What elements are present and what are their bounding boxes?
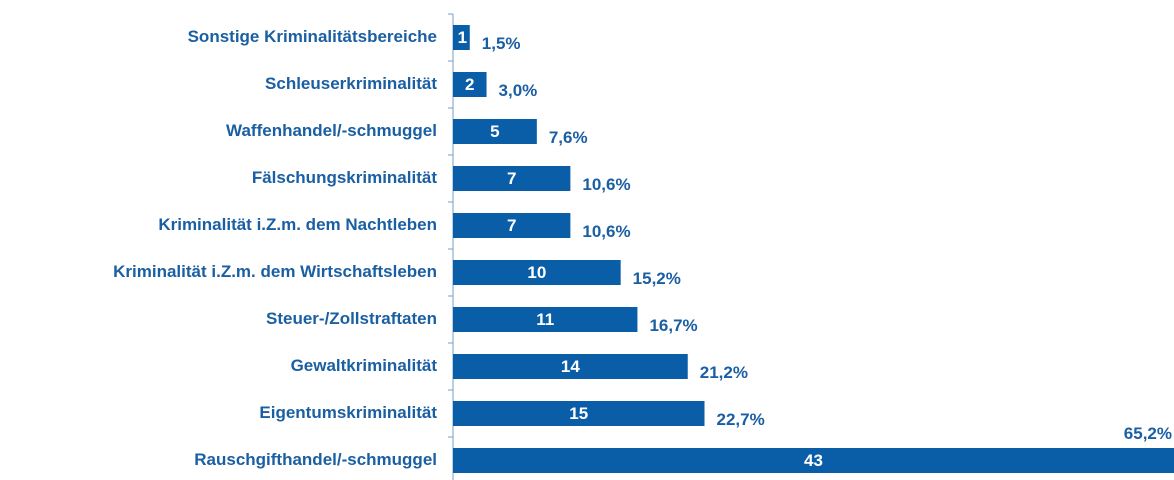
value-label: 15	[569, 404, 588, 423]
category-label: Waffenhandel/-schmuggel	[226, 121, 437, 140]
value-label: 2	[465, 75, 474, 94]
percent-label: 1,5%	[482, 34, 521, 53]
percent-label: 15,2%	[633, 269, 681, 288]
category-label: Fälschungskriminalität	[252, 168, 437, 187]
bar	[453, 72, 487, 97]
bar	[453, 401, 705, 426]
category-label: Gewaltkriminalität	[291, 356, 438, 375]
category-label: Steuer-/Zollstraftaten	[266, 309, 437, 328]
value-label: 7	[507, 169, 516, 188]
bar	[453, 213, 571, 238]
percent-label: 65,2%	[1124, 424, 1172, 443]
category-label: Rauschgifthandel/-schmuggel	[194, 450, 437, 469]
percent-label: 22,7%	[717, 410, 765, 429]
category-label: Sonstige Kriminalitätsbereiche	[188, 27, 437, 46]
category-label: Schleuserkriminalität	[265, 74, 437, 93]
value-label: 10	[527, 263, 546, 282]
bar	[453, 307, 638, 332]
bar	[453, 448, 1174, 473]
percent-label: 10,6%	[582, 222, 630, 241]
value-label: 1	[458, 28, 467, 47]
percent-label: 7,6%	[549, 128, 588, 147]
value-label: 14	[561, 357, 580, 376]
bar	[453, 119, 537, 144]
bar	[453, 25, 470, 50]
bar	[453, 260, 621, 285]
category-label: Kriminalität i.Z.m. dem Nachtleben	[158, 215, 437, 234]
percent-label: 21,2%	[700, 363, 748, 382]
value-label: 7	[507, 216, 516, 235]
value-label: 43	[804, 451, 823, 470]
bar	[453, 166, 571, 191]
percent-label: 10,6%	[582, 175, 630, 194]
value-label: 11	[536, 310, 554, 329]
percent-label: 3,0%	[499, 81, 538, 100]
category-label: Eigentumskriminalität	[259, 403, 437, 422]
value-label: 5	[490, 122, 499, 141]
percent-label: 16,7%	[649, 316, 697, 335]
bar	[453, 354, 688, 379]
category-label: Kriminalität i.Z.m. dem Wirtschaftsleben	[113, 262, 437, 281]
